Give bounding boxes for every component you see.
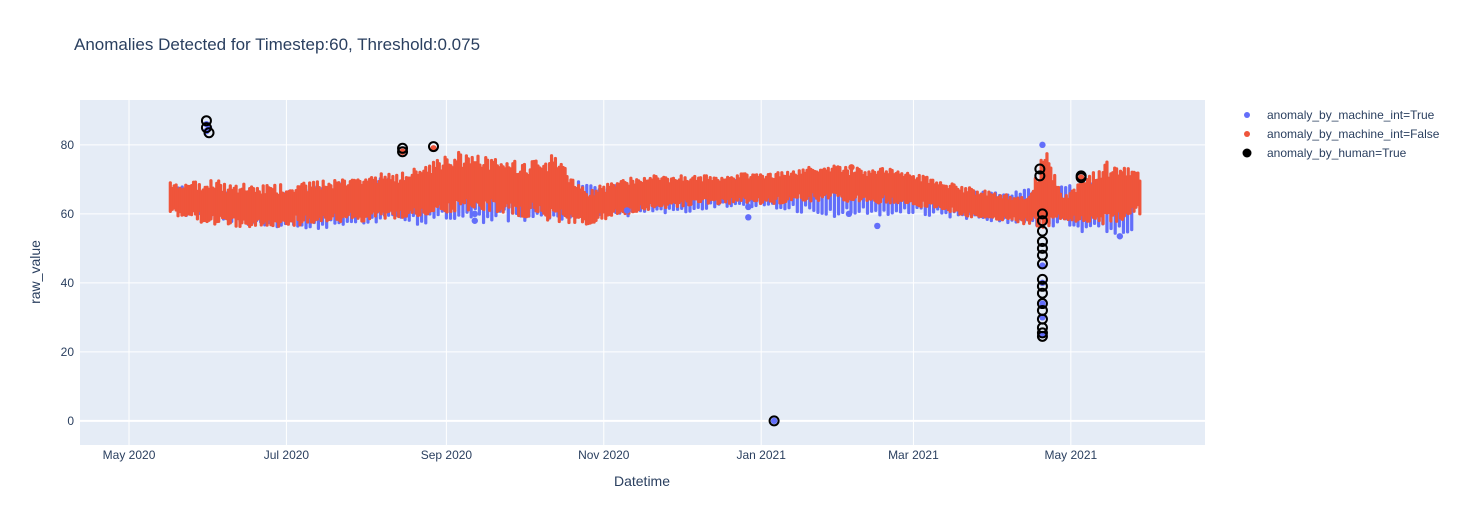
machine-true-point bbox=[745, 214, 752, 221]
machine-true-point bbox=[1039, 300, 1046, 307]
legend-marker bbox=[1244, 112, 1250, 118]
human-anomaly-point bbox=[397, 146, 409, 158]
y-tick-label: 20 bbox=[61, 345, 75, 359]
legend-item[interactable]: anomaly_by_machine_int=False bbox=[1244, 127, 1440, 141]
human-anomaly-point bbox=[768, 415, 780, 427]
legend[interactable]: anomaly_by_machine_int=True anomaly_by_ma… bbox=[1242, 108, 1440, 160]
x-tick-label: May 2020 bbox=[103, 448, 156, 462]
legend-label: anomaly_by_machine_int=False bbox=[1267, 127, 1440, 141]
y-tick-label: 0 bbox=[67, 414, 74, 428]
x-tick-label: Jan 2021 bbox=[736, 448, 786, 462]
human-anomaly-point bbox=[1036, 208, 1048, 220]
human-anomaly-point bbox=[1036, 330, 1048, 342]
series-bands bbox=[168, 150, 1142, 235]
human-anomaly-point bbox=[1036, 258, 1048, 270]
human-anomaly-point bbox=[1034, 163, 1046, 175]
y-tick-label: 80 bbox=[61, 138, 75, 152]
legend-item[interactable]: anomaly_by_human=True bbox=[1242, 146, 1407, 160]
plot-area[interactable] bbox=[80, 100, 1205, 445]
y-axis-title: raw_value bbox=[27, 240, 43, 304]
human-anomaly-point bbox=[200, 115, 212, 127]
machine-true-point bbox=[874, 222, 881, 230]
legend-item[interactable]: anomaly_by_machine_int=True bbox=[1244, 108, 1435, 122]
human-anomaly-point bbox=[1036, 273, 1048, 285]
data-points bbox=[200, 115, 1124, 427]
human-anomaly-point bbox=[427, 141, 439, 153]
human-anomaly-point bbox=[1036, 242, 1048, 254]
human-anomaly-point bbox=[203, 127, 215, 139]
machine-true-point bbox=[845, 210, 853, 218]
human-anomaly-point bbox=[1036, 280, 1048, 292]
x-axis-title: Datetime bbox=[614, 473, 670, 489]
series-band-1 bbox=[168, 150, 1142, 229]
human-anomaly-point bbox=[1036, 287, 1048, 299]
human-anomaly-point bbox=[397, 142, 409, 154]
human-anomaly-point bbox=[1036, 298, 1048, 310]
legend-label: anomaly_by_machine_int=True bbox=[1267, 108, 1435, 122]
machine-true-point bbox=[623, 207, 631, 214]
chart-title: Anomalies Detected for Timestep:60, Thre… bbox=[74, 35, 480, 54]
machine-false-point bbox=[848, 164, 855, 171]
machine-true-point bbox=[745, 203, 752, 211]
machine-true-point bbox=[1039, 141, 1046, 149]
human-anomaly-point bbox=[200, 122, 212, 134]
machine-true-point bbox=[1116, 233, 1124, 240]
y-tick-label: 60 bbox=[61, 207, 75, 221]
human-anomaly-point bbox=[1036, 235, 1048, 247]
human-anomaly-point bbox=[1075, 172, 1087, 184]
machine-true-point bbox=[471, 217, 478, 224]
legend-marker bbox=[1244, 131, 1250, 137]
machine-true-point bbox=[770, 417, 778, 425]
human-anomaly-point bbox=[1036, 215, 1048, 227]
x-tick-label: Nov 2020 bbox=[578, 448, 630, 462]
tick-labels: 0 20 40 60 80 May 2020 Jul 2020 Sep 2020 Nov 202… bbox=[61, 138, 1098, 462]
x-tick-label: Sep 2020 bbox=[421, 448, 473, 462]
x-tick-label: May 2021 bbox=[1044, 448, 1097, 462]
human-anomaly-point bbox=[1034, 170, 1046, 182]
x-tick-label: Jul 2020 bbox=[264, 448, 310, 462]
x-tick-label: Mar 2021 bbox=[888, 448, 939, 462]
human-anomaly-point bbox=[1036, 327, 1048, 339]
y-tick-label: 40 bbox=[61, 276, 75, 290]
legend-marker bbox=[1242, 148, 1252, 158]
human-anomaly-point bbox=[1036, 225, 1048, 237]
legend-label: anomaly_by_human=True bbox=[1267, 146, 1407, 160]
machine-true-point bbox=[471, 210, 478, 218]
